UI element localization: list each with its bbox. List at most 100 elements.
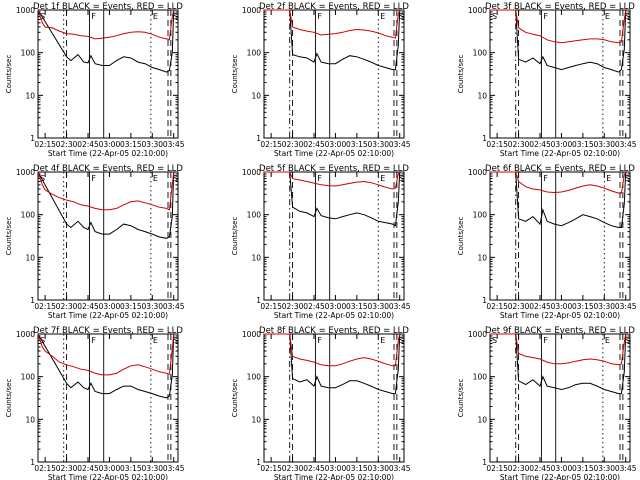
plot-frame: [37, 333, 179, 463]
y-tick-label: 10: [477, 253, 487, 262]
detector-panel-3: Det 3f BLACK = Events, RED = LLD 1 10 100 10…: [457, 2, 637, 158]
y-axis-label: Counts/sec: [457, 55, 465, 94]
series-line-events: [490, 333, 627, 395]
x-tick-label: 02:45: [529, 464, 551, 473]
y-tick-label: 1000: [242, 330, 261, 339]
y-tick-label: 1: [30, 458, 35, 467]
y-tick-label: 10: [477, 91, 487, 100]
x-tick-label: 03:15: [346, 464, 368, 473]
x-tick-label: 02:15: [486, 140, 508, 149]
x-tick-label: 03:00: [99, 302, 121, 311]
panel-title: Det 6f BLACK = Events, RED = LLD: [485, 164, 635, 174]
x-tick-label: 03:00: [325, 464, 347, 473]
y-tick-label: 10: [25, 253, 35, 262]
y-axis-label: Counts/sec: [5, 379, 13, 418]
x-tick-label: 02:45: [77, 140, 99, 149]
x-tick-label: 03:15: [120, 140, 142, 149]
series-line-lld: [490, 171, 627, 194]
panel-title: Det 1f BLACK = Events, RED = LLD: [33, 2, 183, 12]
x-tick-label: 03:15: [346, 140, 368, 149]
detector-panel-6: Det 6f BLACK = Events, RED = LLD 1 10 100 10…: [457, 164, 637, 320]
detector-panel-4: Det 4f BLACK = Events, RED = LLD 1 10 100 10…: [5, 164, 185, 320]
event-marker-label: S: [40, 174, 45, 183]
event-marker-label: S: [625, 336, 630, 345]
x-tick-label: 03:45: [389, 302, 411, 311]
y-tick-label: 10: [25, 91, 35, 100]
y-tick-label: 10: [251, 91, 261, 100]
x-tick-label: 03:15: [120, 302, 142, 311]
x-tick-label: 02:30: [282, 464, 304, 473]
series-line-events: [37, 9, 175, 73]
series-line-events: [37, 333, 175, 399]
y-tick-label: 1: [30, 296, 35, 305]
x-tick-label: 03:30: [141, 464, 163, 473]
x-tick-label: 02:45: [529, 302, 551, 311]
event-marker-label: S: [492, 336, 497, 345]
series-line-events: [490, 9, 627, 73]
x-tick-label: 03:30: [593, 140, 615, 149]
y-tick-label: 1: [482, 296, 487, 305]
x-tick-label: 02:45: [77, 302, 99, 311]
panel-title: Det 9f BLACK = Events, RED = LLD: [485, 326, 635, 336]
event-marker-label: S: [173, 336, 178, 345]
x-tick-label: 02:30: [282, 140, 304, 149]
event-marker-label: S: [625, 174, 630, 183]
y-tick-label: 100: [21, 373, 36, 382]
event-marker-label: S: [173, 12, 178, 21]
x-tick-label: 03:15: [572, 302, 594, 311]
x-tick-label: 02:30: [56, 140, 78, 149]
y-tick-label: 10: [251, 253, 261, 262]
detector-panel-5: Det 5f BLACK = Events, RED = LLD 1 10 100 10…: [231, 164, 411, 320]
y-tick-label: 100: [473, 373, 488, 382]
series-line-lld: [264, 9, 401, 39]
series-line-events: [490, 171, 627, 228]
panel-title: Det 7f BLACK = Events, RED = LLD: [33, 326, 183, 336]
event-marker-label: S: [173, 174, 178, 183]
event-marker-label: S: [492, 12, 497, 21]
x-tick-label: 03:45: [389, 464, 411, 473]
x-tick-label: 02:30: [282, 302, 304, 311]
plot-frame: [263, 9, 405, 139]
panel-title: Det 4f BLACK = Events, RED = LLD: [33, 164, 183, 174]
x-tick-label: 03:30: [141, 140, 163, 149]
x-tick-label: 02:45: [303, 302, 325, 311]
event-marker-label: F: [91, 12, 96, 21]
x-tick-label: 03:00: [99, 464, 121, 473]
x-tick-label: 03:00: [99, 140, 121, 149]
plot-frame: [263, 333, 405, 463]
y-tick-label: 100: [473, 49, 488, 58]
x-tick-label: 02:30: [56, 302, 78, 311]
x-tick-label: 02:15: [260, 140, 282, 149]
y-tick-label: 1000: [242, 6, 261, 15]
y-axis-label: Counts/sec: [231, 55, 239, 94]
x-axis-label: Start Time (22-Apr-05 02:10:00): [274, 473, 394, 480]
y-tick-label: 1: [256, 134, 261, 143]
x-tick-label: 03:30: [593, 464, 615, 473]
x-axis-label: Start Time (22-Apr-05 02:10:00): [48, 311, 168, 320]
y-tick-label: 10: [251, 415, 261, 424]
event-marker-label: F: [317, 336, 322, 345]
series-line-lld: [490, 9, 627, 44]
x-tick-label: 02:30: [508, 140, 530, 149]
event-marker-label: E: [153, 336, 158, 345]
series-line-events: [37, 171, 175, 239]
x-tick-label: 03:45: [389, 140, 411, 149]
x-tick-label: 03:45: [163, 464, 185, 473]
x-tick-label: 03:30: [367, 302, 389, 311]
x-tick-label: 03:30: [593, 302, 615, 311]
event-marker-label: S: [399, 12, 404, 21]
detector-panel-9: Det 9f BLACK = Events, RED = LLD 1 10 100 10…: [457, 326, 637, 480]
series-line-events: [264, 333, 401, 395]
plot-frame: [489, 333, 631, 463]
series-line-events: [264, 9, 401, 71]
x-axis-label: Start Time (22-Apr-05 02:10:00): [274, 149, 394, 158]
y-tick-label: 1000: [16, 330, 35, 339]
y-tick-label: 1: [30, 134, 35, 143]
x-tick-label: 03:00: [551, 464, 573, 473]
x-axis-label: Start Time (22-Apr-05 02:10:00): [48, 149, 168, 158]
event-marker-label: E: [605, 12, 610, 21]
x-tick-label: 02:30: [508, 302, 530, 311]
x-tick-label: 03:45: [615, 464, 637, 473]
x-tick-label: 03:00: [325, 302, 347, 311]
